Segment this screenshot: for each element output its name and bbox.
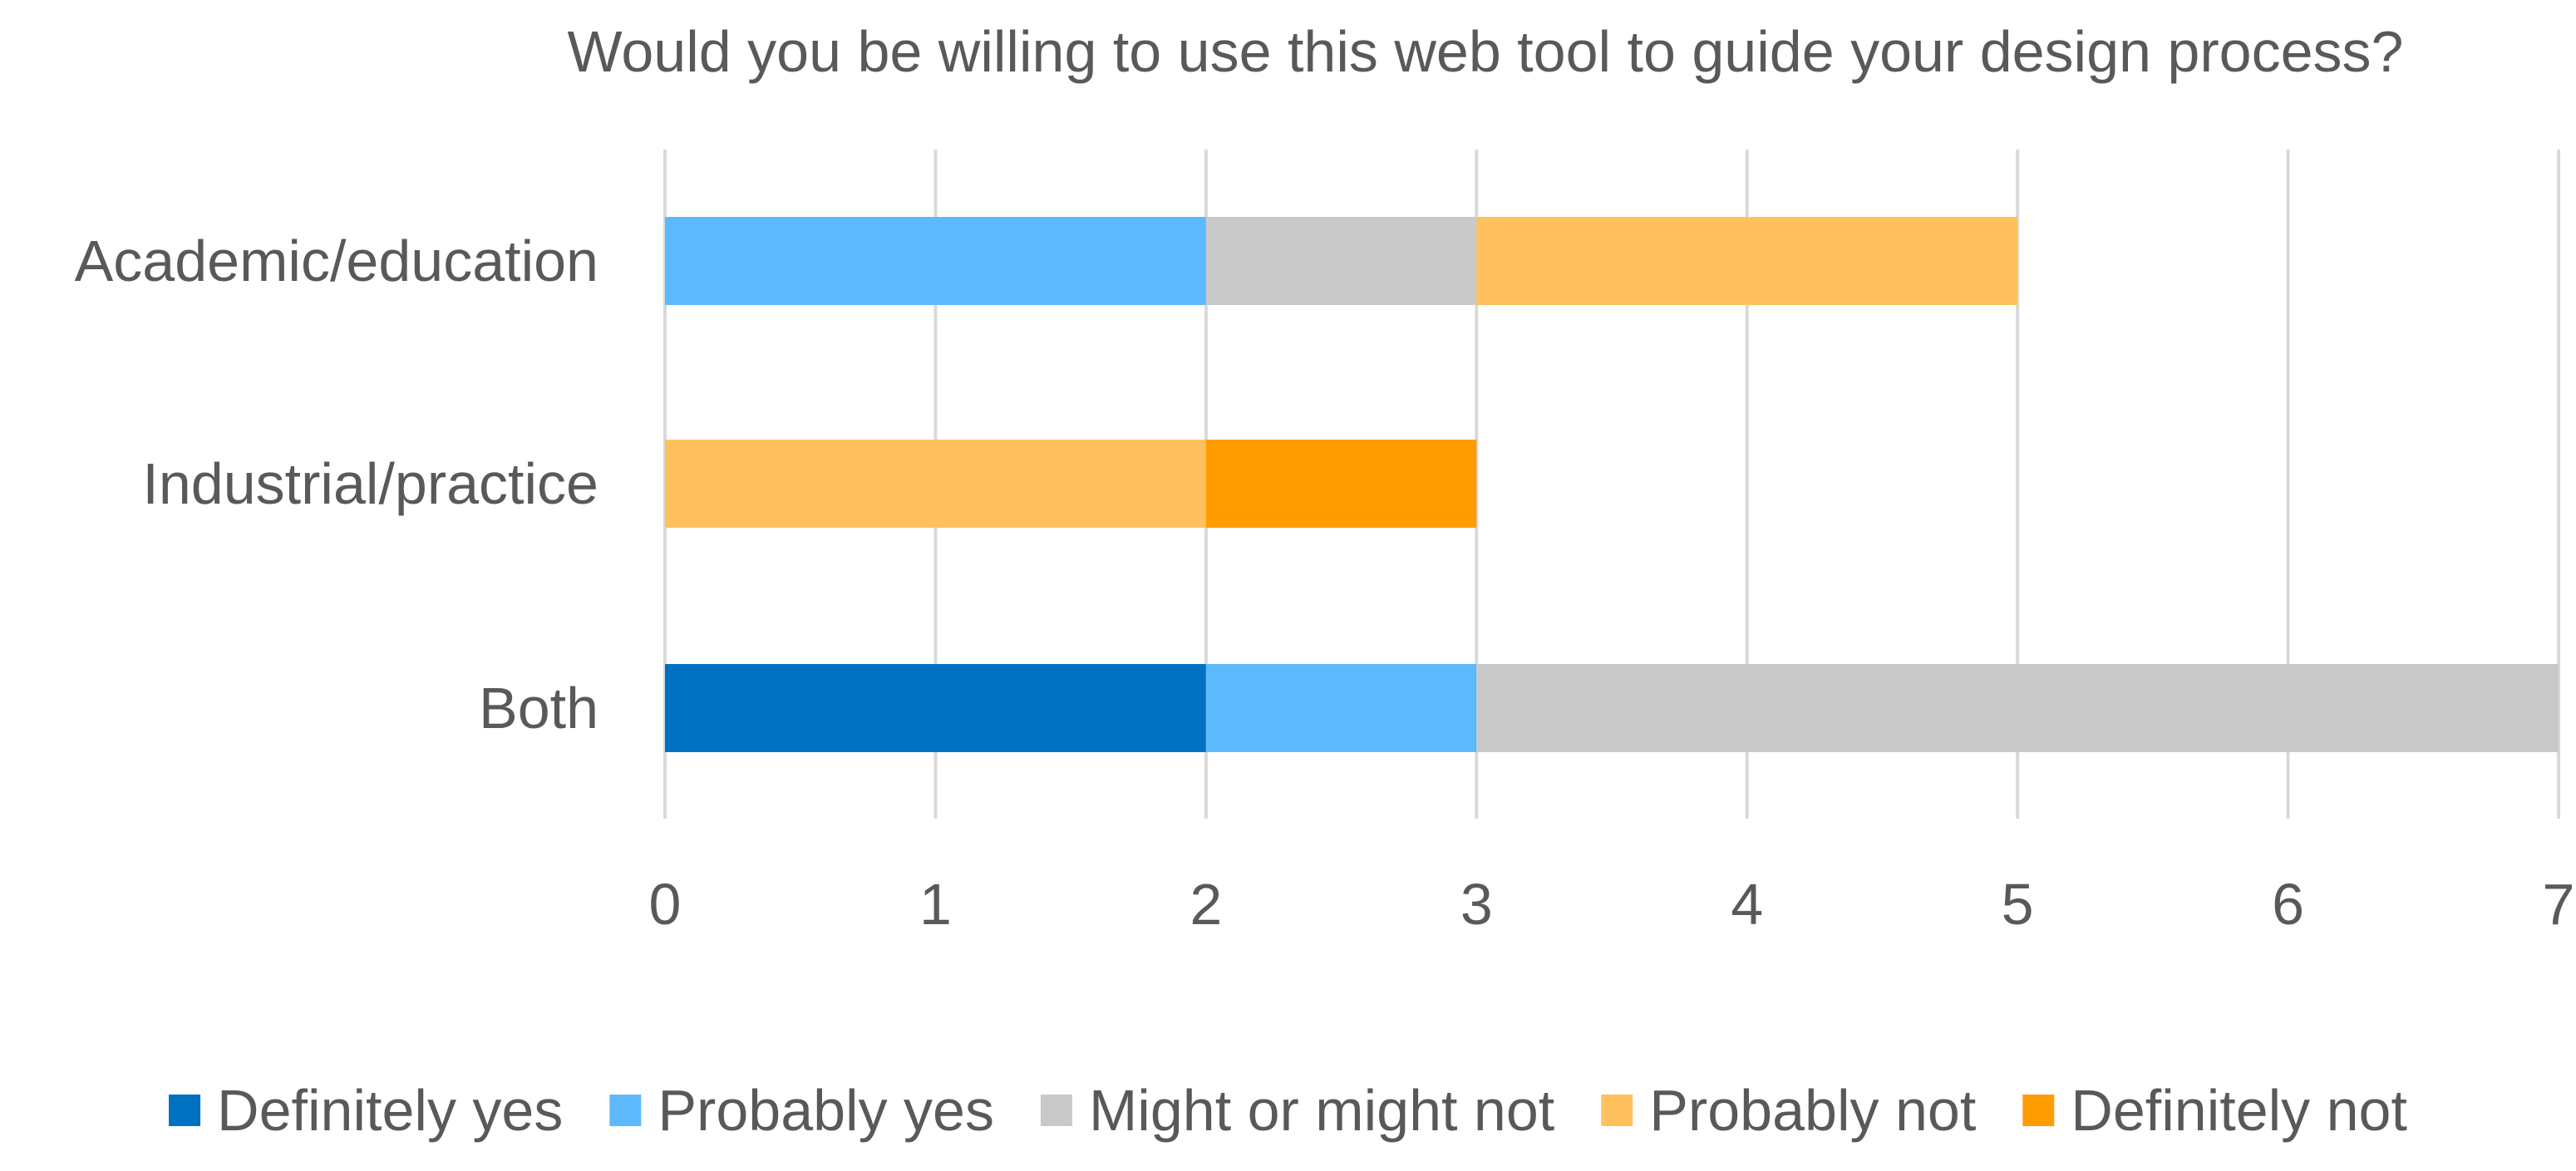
legend: Definitely yes Probably yes Might or might… (169, 1078, 2407, 1143)
legend-label-definitely-yes: Definitely yes (217, 1078, 563, 1143)
legend-item-might-or-might-not: Might or might not (1040, 1078, 1554, 1143)
legend-swatch-probably-yes (609, 1095, 642, 1126)
category-label-both: Both (479, 676, 598, 740)
bar-academic-education-probably-yes (665, 217, 1206, 305)
x-tick-label-0: 0 (649, 872, 682, 937)
x-tick-label-7: 7 (2543, 872, 2575, 937)
bar-both-probably-yes (1205, 664, 1477, 752)
x-tick-label-5: 5 (2002, 872, 2034, 937)
bar-academic-education-might-or-might-not (1205, 217, 1477, 305)
x-tick-label-1: 1 (919, 872, 952, 937)
bar-industrial-practice-definitely-not (1205, 440, 1477, 528)
legend-label-probably-not: Probably not (1649, 1078, 1976, 1143)
x-tick-label-4: 4 (1731, 872, 1763, 937)
chart-title: Would you be willing to use this web too… (568, 19, 2404, 84)
bar-academic-education-probably-not (1476, 217, 2018, 305)
legend-swatch-definitely-not (2022, 1095, 2055, 1126)
legend-swatch-might-or-might-not (1040, 1095, 1072, 1126)
legend-item-probably-yes: Probably yes (609, 1078, 994, 1143)
legend-swatch-definitely-yes (169, 1095, 201, 1126)
legend-item-probably-not: Probably not (1601, 1078, 1976, 1143)
category-labels: Academic/education Industrial/practice Bot… (75, 229, 598, 740)
legend-label-definitely-not: Definitely not (2071, 1078, 2407, 1143)
x-axis-tick-labels: 0 1 2 3 4 5 6 7 (649, 872, 2575, 937)
bar-both-might-or-might-not (1476, 664, 2559, 752)
x-tick-label-2: 2 (1189, 872, 1222, 937)
x-tick-label-3: 3 (1460, 872, 1493, 937)
legend-item-definitely-yes: Definitely yes (169, 1078, 563, 1143)
legend-label-probably-yes: Probably yes (658, 1078, 994, 1143)
legend-label-might-or-might-not: Might or might not (1089, 1078, 1554, 1143)
bars (665, 217, 2559, 752)
category-label-industrial-practice: Industrial/practice (142, 451, 598, 516)
x-tick-label-6: 6 (2272, 872, 2304, 937)
legend-swatch-probably-not (1601, 1095, 1633, 1126)
bar-industrial-practice-probably-not (665, 440, 1206, 528)
category-label-academic-education: Academic/education (75, 229, 598, 293)
legend-item-definitely-not: Definitely not (2022, 1078, 2407, 1143)
bar-both-definitely-yes (665, 664, 1206, 752)
